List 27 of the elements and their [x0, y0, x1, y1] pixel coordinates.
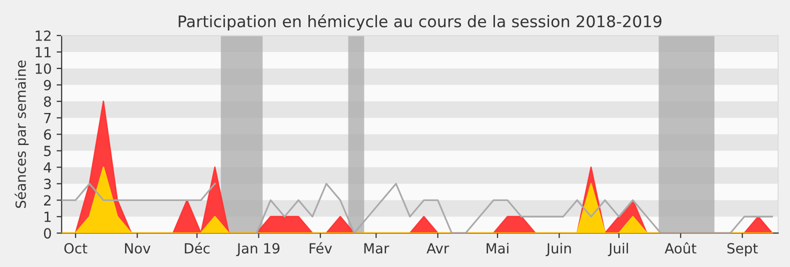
- y-tick-label: 7: [44, 112, 51, 124]
- y-tick-label: 10: [36, 63, 51, 74]
- x-tick-label: Août: [664, 242, 696, 254]
- y-tick-label: 2: [44, 195, 51, 206]
- x-tick-label: Avr: [426, 243, 450, 254]
- x-tick-label: Jan 19: [236, 243, 280, 256]
- x-tick-label: Juin: [546, 242, 571, 256]
- y-tick-label: 11: [36, 47, 51, 58]
- y-axis-title: Séances par semaine: [14, 60, 29, 208]
- x-tick-label: Sept: [727, 243, 758, 256]
- y-tick-label: 3: [44, 178, 51, 190]
- y-tick-label: 6: [44, 129, 52, 140]
- x-tick-label: Nov: [125, 243, 150, 254]
- y-tick-label: 5: [44, 146, 51, 156]
- y-tick-label: 12: [36, 30, 51, 41]
- y-tick-label: 8: [44, 96, 51, 107]
- y-tick-label: 4: [44, 162, 52, 173]
- y-tick-label: 0: [44, 228, 51, 239]
- x-tick-label: Fév: [310, 242, 332, 254]
- x-tick-label: Oct: [64, 243, 88, 254]
- x-tick-label: Déc: [184, 242, 210, 254]
- y-tick-label: 9: [44, 80, 51, 90]
- x-tick-label: Mai: [486, 242, 508, 254]
- y-tick-label: 1: [44, 212, 51, 222]
- chart-title: Participation en hémicycle au cours de la session 2018-2019: [178, 14, 662, 30]
- x-tick-label: Mar: [364, 243, 390, 254]
- x-tick-label: Juil: [608, 242, 628, 256]
